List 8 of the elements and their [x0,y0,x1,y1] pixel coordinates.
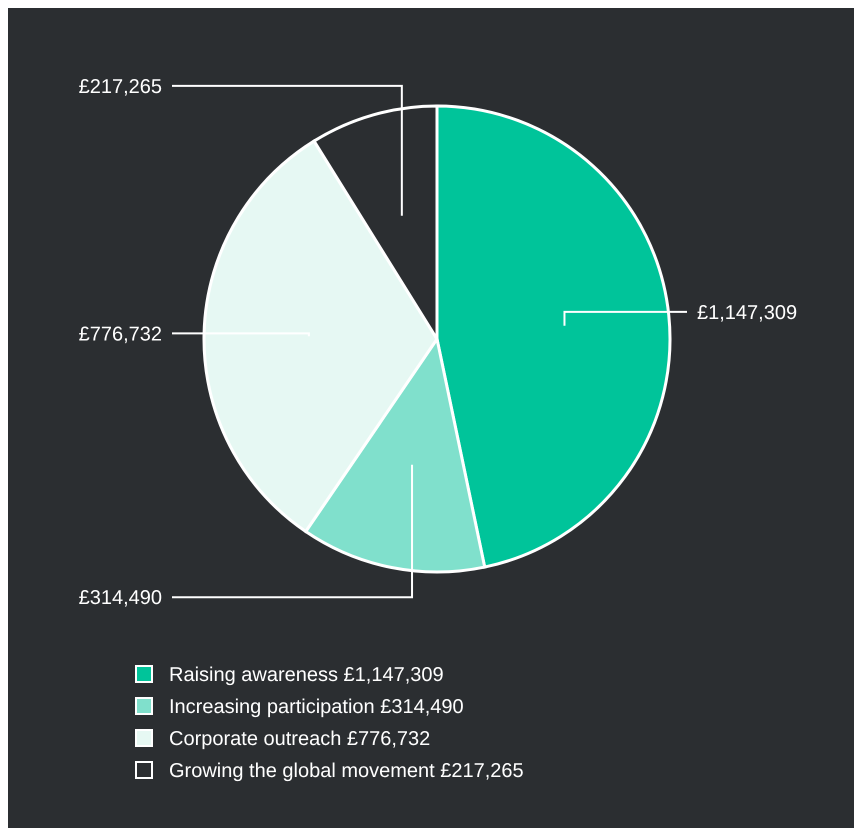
data-label: £314,490 [78,587,162,610]
data-label: £217,265 [78,76,162,98]
legend-label: Raising awareness £1,147,309 [169,664,444,686]
legend-label: Corporate outreach £776,732 [169,728,430,750]
data-label: £776,732 [78,323,162,346]
data-label: £1,147,309 [697,302,798,324]
legend-label: Growing the global movement £217,265 [169,760,524,782]
legend-label: Increasing participation £314,490 [169,696,464,718]
